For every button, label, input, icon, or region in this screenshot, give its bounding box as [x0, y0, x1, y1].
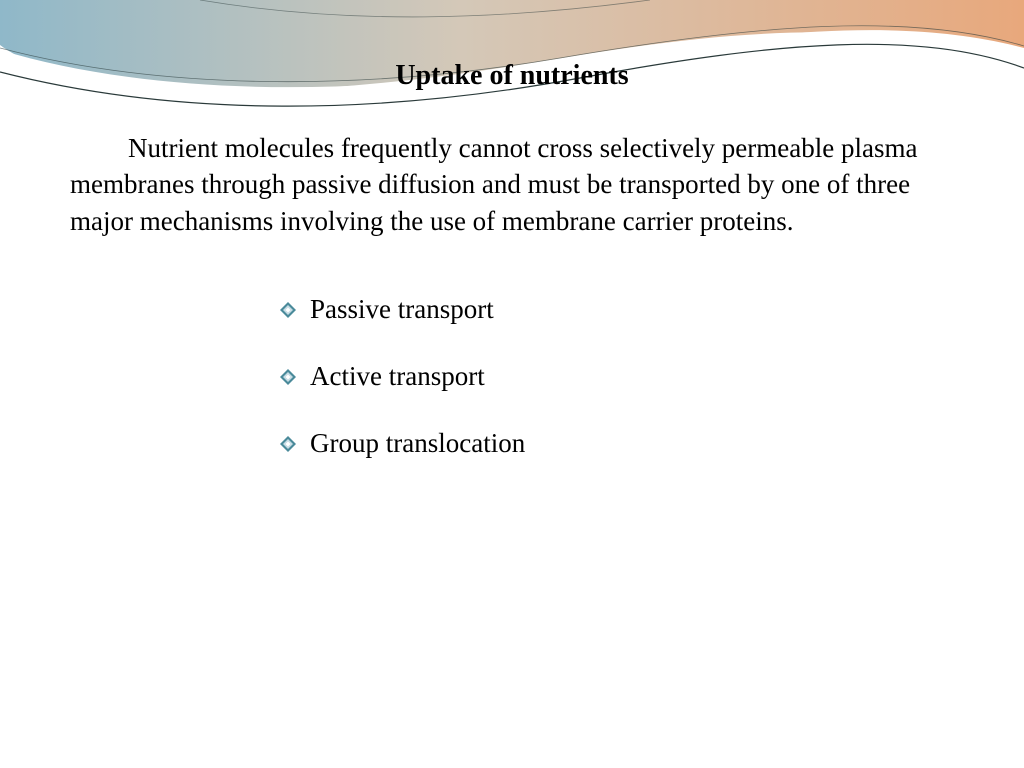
list-item: Group translocation — [280, 428, 954, 459]
bullet-list: Passive transport Active transport Group… — [280, 294, 954, 459]
slide-title: Uptake of nutrients — [70, 60, 954, 92]
diamond-bullet-icon — [280, 369, 296, 385]
slide-content: Uptake of nutrients Nutrient molecules f… — [0, 0, 1024, 459]
bullet-text: Group translocation — [310, 428, 525, 459]
bullet-text: Active transport — [310, 361, 485, 392]
slide-paragraph: Nutrient molecules frequently cannot cro… — [70, 130, 954, 239]
diamond-bullet-icon — [280, 302, 296, 318]
bullet-text: Passive transport — [310, 294, 494, 325]
paragraph-text: Nutrient molecules frequently cannot cro… — [70, 133, 917, 236]
list-item: Active transport — [280, 361, 954, 392]
list-item: Passive transport — [280, 294, 954, 325]
diamond-bullet-icon — [280, 436, 296, 452]
